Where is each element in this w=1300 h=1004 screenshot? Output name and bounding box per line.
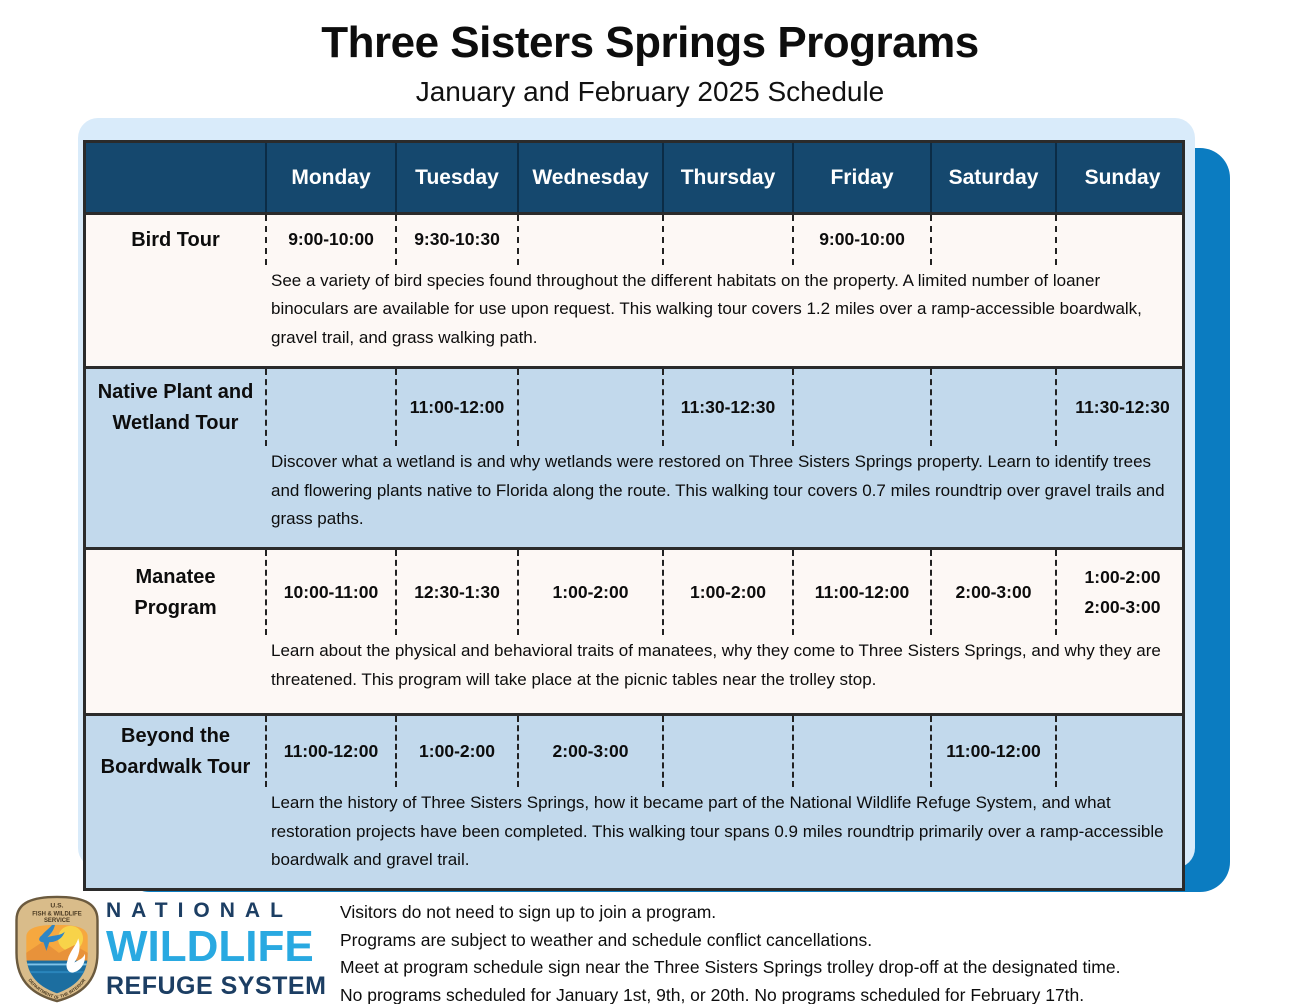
wordmark-national: NATIONAL: [106, 899, 293, 922]
page-header: Three Sisters Springs Programs January a…: [0, 18, 1300, 108]
header-friday: Friday: [792, 143, 930, 212]
header-saturday: Saturday: [930, 143, 1055, 212]
note-line: No programs scheduled for January 1st, 9…: [340, 984, 1085, 1004]
header-sunday: Sunday: [1055, 143, 1188, 212]
program-row-beyond-the-boardwalk-tour: Beyond the Boardwalk Tour 11:00-12:00 1:…: [86, 713, 1182, 788]
program-description: Discover what a wetland is and why wetla…: [271, 452, 1165, 528]
program-description-row: Learn about the physical and behavioral …: [86, 635, 1182, 714]
time-cell-tuesday: 9:30-10:30: [395, 215, 517, 265]
time-cell-tuesday: 1:00-2:00: [395, 716, 517, 788]
time-cell-thursday: [662, 215, 792, 265]
time-cell-monday: 11:00-12:00: [265, 716, 395, 788]
time-cell-friday: [792, 716, 930, 788]
program-description-row: Discover what a wetland is and why wetla…: [86, 446, 1182, 548]
time-cell-monday: 9:00-10:00: [265, 215, 395, 265]
program-description-row: See a variety of bird species found thro…: [86, 265, 1182, 367]
time-cell-tuesday: 11:00-12:00: [395, 369, 517, 447]
program-description-row: Learn the history of Three Sisters Sprin…: [86, 787, 1182, 889]
program-description: See a variety of bird species found thro…: [271, 271, 1142, 347]
time-cell-monday: [265, 369, 395, 447]
time-cell-wednesday: [517, 215, 662, 265]
time-cell-saturday: [930, 369, 1055, 447]
time-cell-sunday: 11:30-12:30: [1055, 369, 1188, 447]
time-cell-sunday: [1055, 716, 1188, 788]
page-title: Three Sisters Springs Programs: [321, 18, 979, 67]
wordmark-wildlife: WILDLIFE: [106, 922, 314, 971]
program-name: Beyond the Boardwalk Tour: [100, 724, 251, 778]
time-cell-friday: 9:00-10:00: [792, 215, 930, 265]
time-cell-saturday: 11:00-12:00: [930, 716, 1055, 788]
shield-text-us: U.S.: [50, 903, 63, 910]
time-cell-saturday: 2:00-3:00: [930, 550, 1055, 636]
header-monday: Monday: [265, 143, 395, 212]
shield-text-service: SERVICE: [44, 918, 70, 924]
program-description: Learn the history of Three Sisters Sprin…: [271, 793, 1164, 869]
header-thursday: Thursday: [662, 143, 792, 212]
shield-scene: [26, 924, 88, 994]
note-line: Programs are subject to weather and sche…: [340, 929, 873, 950]
wordmark-refuge-system: REFUGE SYSTEM: [106, 972, 327, 1000]
header-tuesday: Tuesday: [395, 143, 517, 212]
nwrs-wordmark: NATIONAL WILDLIFE REFUGE SYSTEM: [106, 899, 346, 1001]
program-description: Learn about the physical and behavioral …: [271, 641, 1161, 689]
time-cell-tuesday: 12:30-1:30: [395, 550, 517, 636]
time-cell-thursday: 11:30-12:30: [662, 369, 792, 447]
time-cell-wednesday: 1:00-2:00: [517, 550, 662, 636]
time-cell-thursday: 1:00-2:00: [662, 550, 792, 636]
time-cell-wednesday: [517, 369, 662, 447]
program-row-native-plant-wetland-tour: Native Plant and Wetland Tour 11:00-12:0…: [86, 366, 1182, 447]
time-cell-friday: 11:00-12:00: [792, 550, 930, 636]
time-cell-sunday: [1055, 215, 1188, 265]
time-cell-wednesday: 2:00-3:00: [517, 716, 662, 788]
time-cell-monday: 10:00-11:00: [265, 550, 395, 636]
header-wednesday: Wednesday: [517, 143, 662, 212]
shield-text-fish-wildlife: FISH & WILDLIFE: [32, 911, 81, 917]
time-cell-saturday: [930, 215, 1055, 265]
table-header-row: Monday Tuesday Wednesday Thursday Friday…: [86, 143, 1182, 212]
time-cell-thursday: [662, 716, 792, 788]
footer: U.S. FISH & WILDLIFE SERVICE DEPARTMENT …: [0, 893, 1300, 1004]
footer-notes: Visitors do not need to sign up to join …: [340, 899, 1160, 1004]
time-cell-sunday: 1:00-2:00 2:00-3:00: [1055, 550, 1188, 636]
program-name: Manatee Program: [134, 565, 217, 619]
program-row-bird-tour: Bird Tour 9:00-10:00 9:30-10:30 9:00-10:…: [86, 212, 1182, 265]
program-name: Bird Tour: [131, 228, 220, 251]
us-fish-wildlife-service-shield-logo: U.S. FISH & WILDLIFE SERVICE DEPARTMENT …: [15, 895, 99, 1003]
program-row-manatee-program: Manatee Program 10:00-11:00 12:30-1:30 1…: [86, 547, 1182, 636]
header-empty-cell: [86, 143, 265, 212]
page-subtitle: January and February 2025 Schedule: [415, 76, 885, 107]
note-line: Meet at program schedule sign near the T…: [340, 957, 1121, 978]
time-cell-friday: [792, 369, 930, 447]
note-line: Visitors do not need to sign up to join …: [340, 902, 717, 922]
schedule-table: Monday Tuesday Wednesday Thursday Friday…: [83, 140, 1185, 892]
program-name: Native Plant and Wetland Tour: [97, 380, 254, 434]
